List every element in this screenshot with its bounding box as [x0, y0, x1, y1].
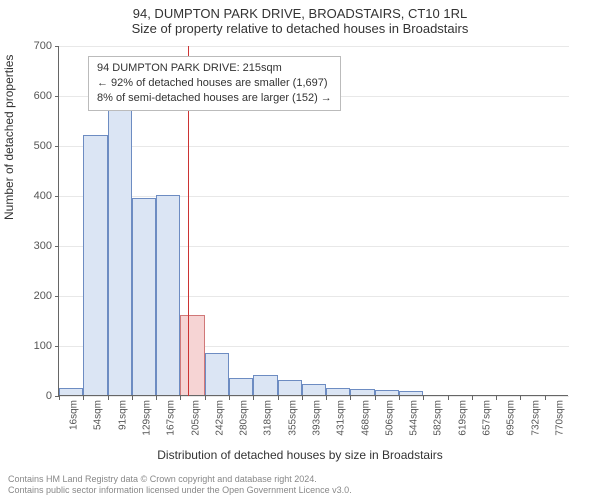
- chart-area: 16sqm54sqm91sqm129sqm167sqm205sqm242sqm2…: [58, 46, 568, 396]
- histogram-bar: [278, 380, 302, 395]
- histogram-bar: [59, 388, 83, 395]
- x-tick-label: 91sqm: [117, 400, 128, 430]
- x-tick-label: 167sqm: [166, 400, 177, 436]
- x-tick-label: 544sqm: [409, 400, 420, 436]
- x-tick-label: 506sqm: [384, 400, 395, 436]
- x-tick-mark: [423, 396, 424, 400]
- x-tick-mark: [302, 396, 303, 400]
- grid-line: [59, 396, 569, 397]
- x-tick-mark: [132, 396, 133, 400]
- x-tick-label: 657sqm: [482, 400, 493, 436]
- x-tick-mark: [253, 396, 254, 400]
- x-tick-label: 732sqm: [530, 400, 541, 436]
- x-tick-label: 280sqm: [239, 400, 250, 436]
- annotation-box: 94 DUMPTON PARK DRIVE: 215sqm ← 92% of d…: [88, 56, 341, 111]
- y-tick-label: 500: [12, 140, 52, 152]
- y-tick-mark: [55, 296, 59, 297]
- y-tick-mark: [55, 346, 59, 347]
- histogram-bar: [83, 135, 107, 395]
- footer-line1: Contains HM Land Registry data © Crown c…: [8, 474, 352, 485]
- x-tick-mark: [59, 396, 60, 400]
- histogram-bar: [205, 353, 229, 396]
- x-tick-label: 205sqm: [190, 400, 201, 436]
- histogram-bar: [350, 389, 374, 395]
- x-tick-label: 770sqm: [554, 400, 565, 436]
- x-tick-label: 129sqm: [142, 400, 153, 436]
- chart-title: 94, DUMPTON PARK DRIVE, BROADSTAIRS, CT1…: [0, 0, 600, 21]
- x-tick-label: 619sqm: [457, 400, 468, 436]
- x-tick-mark: [375, 396, 376, 400]
- x-tick-mark: [472, 396, 473, 400]
- x-tick-label: 54sqm: [93, 400, 104, 430]
- x-tick-mark: [350, 396, 351, 400]
- x-tick-label: 582sqm: [433, 400, 444, 436]
- x-tick-label: 318sqm: [263, 400, 274, 436]
- y-tick-label: 300: [12, 240, 52, 252]
- y-tick-label: 100: [12, 340, 52, 352]
- annotation-line2: ← 92% of detached houses are smaller (1,…: [97, 76, 332, 91]
- x-tick-mark: [399, 396, 400, 400]
- x-tick-mark: [448, 396, 449, 400]
- x-tick-label: 468sqm: [360, 400, 371, 436]
- x-tick-label: 695sqm: [506, 400, 517, 436]
- x-tick-mark: [545, 396, 546, 400]
- histogram-bar: [132, 198, 156, 396]
- histogram-bar: [156, 195, 180, 395]
- histogram-bar: [326, 388, 350, 396]
- x-tick-label: 16sqm: [69, 400, 80, 430]
- annotation-line1: 94 DUMPTON PARK DRIVE: 215sqm: [97, 61, 332, 76]
- y-tick-mark: [55, 246, 59, 247]
- y-tick-label: 600: [12, 90, 52, 102]
- histogram-bar: [229, 378, 253, 396]
- x-tick-mark: [278, 396, 279, 400]
- histogram-bar: [253, 375, 277, 395]
- histogram-bar: [302, 384, 326, 395]
- y-tick-mark: [55, 46, 59, 47]
- y-tick-mark: [55, 96, 59, 97]
- x-tick-mark: [496, 396, 497, 400]
- histogram-bar: [375, 390, 399, 395]
- x-tick-mark: [205, 396, 206, 400]
- grid-line: [59, 46, 569, 47]
- y-tick-label: 0: [12, 390, 52, 402]
- x-tick-label: 393sqm: [312, 400, 323, 436]
- x-tick-mark: [229, 396, 230, 400]
- histogram-bar: [108, 105, 132, 395]
- x-tick-mark: [180, 396, 181, 400]
- x-tick-mark: [83, 396, 84, 400]
- x-tick-mark: [108, 396, 109, 400]
- y-tick-mark: [55, 146, 59, 147]
- y-tick-mark: [55, 196, 59, 197]
- x-tick-mark: [520, 396, 521, 400]
- x-tick-label: 242sqm: [214, 400, 225, 436]
- x-tick-mark: [156, 396, 157, 400]
- y-tick-label: 700: [12, 40, 52, 52]
- grid-line: [59, 146, 569, 147]
- y-tick-label: 200: [12, 290, 52, 302]
- histogram-bar: [180, 315, 204, 395]
- x-tick-label: 355sqm: [287, 400, 298, 436]
- histogram-bar: [399, 391, 423, 395]
- chart-subtitle: Size of property relative to detached ho…: [0, 21, 600, 40]
- x-tick-mark: [326, 396, 327, 400]
- annotation-line3: 8% of semi-detached houses are larger (1…: [97, 91, 332, 106]
- footer-attribution: Contains HM Land Registry data © Crown c…: [8, 474, 352, 497]
- x-tick-label: 431sqm: [336, 400, 347, 436]
- x-axis-label: Distribution of detached houses by size …: [0, 448, 600, 462]
- y-tick-label: 400: [12, 190, 52, 202]
- footer-line2: Contains public sector information licen…: [8, 485, 352, 496]
